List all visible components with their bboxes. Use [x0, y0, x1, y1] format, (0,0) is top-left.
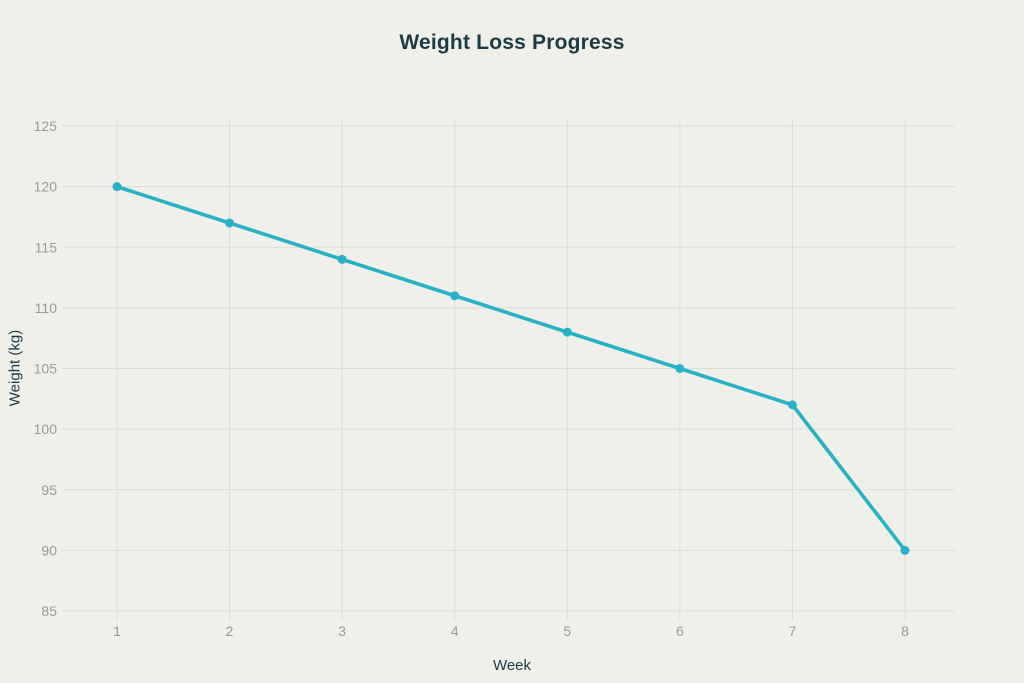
data-point-marker [225, 218, 235, 228]
y-tick-label: 95 [41, 482, 57, 498]
data-point-marker [337, 254, 347, 264]
x-tick-label: 5 [563, 623, 571, 639]
x-tick-label: 1 [113, 623, 121, 639]
y-tick-label: 90 [41, 542, 57, 558]
x-tick-label: 8 [901, 623, 909, 639]
x-tick-label: 3 [338, 623, 346, 639]
y-tick-label: 105 [34, 361, 58, 377]
data-point-marker [900, 545, 910, 555]
x-tick-label: 6 [676, 623, 684, 639]
x-tick-label: 7 [789, 623, 797, 639]
chart-title: Weight Loss Progress [399, 31, 625, 54]
data-point-marker [450, 291, 460, 301]
data-point-marker [787, 400, 797, 410]
y-tick-label: 100 [34, 421, 58, 437]
data-point-marker [112, 182, 122, 192]
data-point-marker [675, 364, 685, 373]
data-point-marker [562, 327, 572, 337]
x-tick-label: 2 [226, 623, 234, 639]
y-tick-label: 125 [34, 118, 58, 134]
y-tick-label: 110 [35, 300, 58, 316]
y-tick-label: 120 [34, 179, 58, 195]
y-tick-label: 115 [35, 239, 58, 255]
x-axis-title: Week [492, 657, 532, 674]
y-tick-label: 85 [41, 603, 57, 619]
weight-series-line [115, 184, 907, 553]
x-tick-label: 4 [451, 623, 459, 639]
